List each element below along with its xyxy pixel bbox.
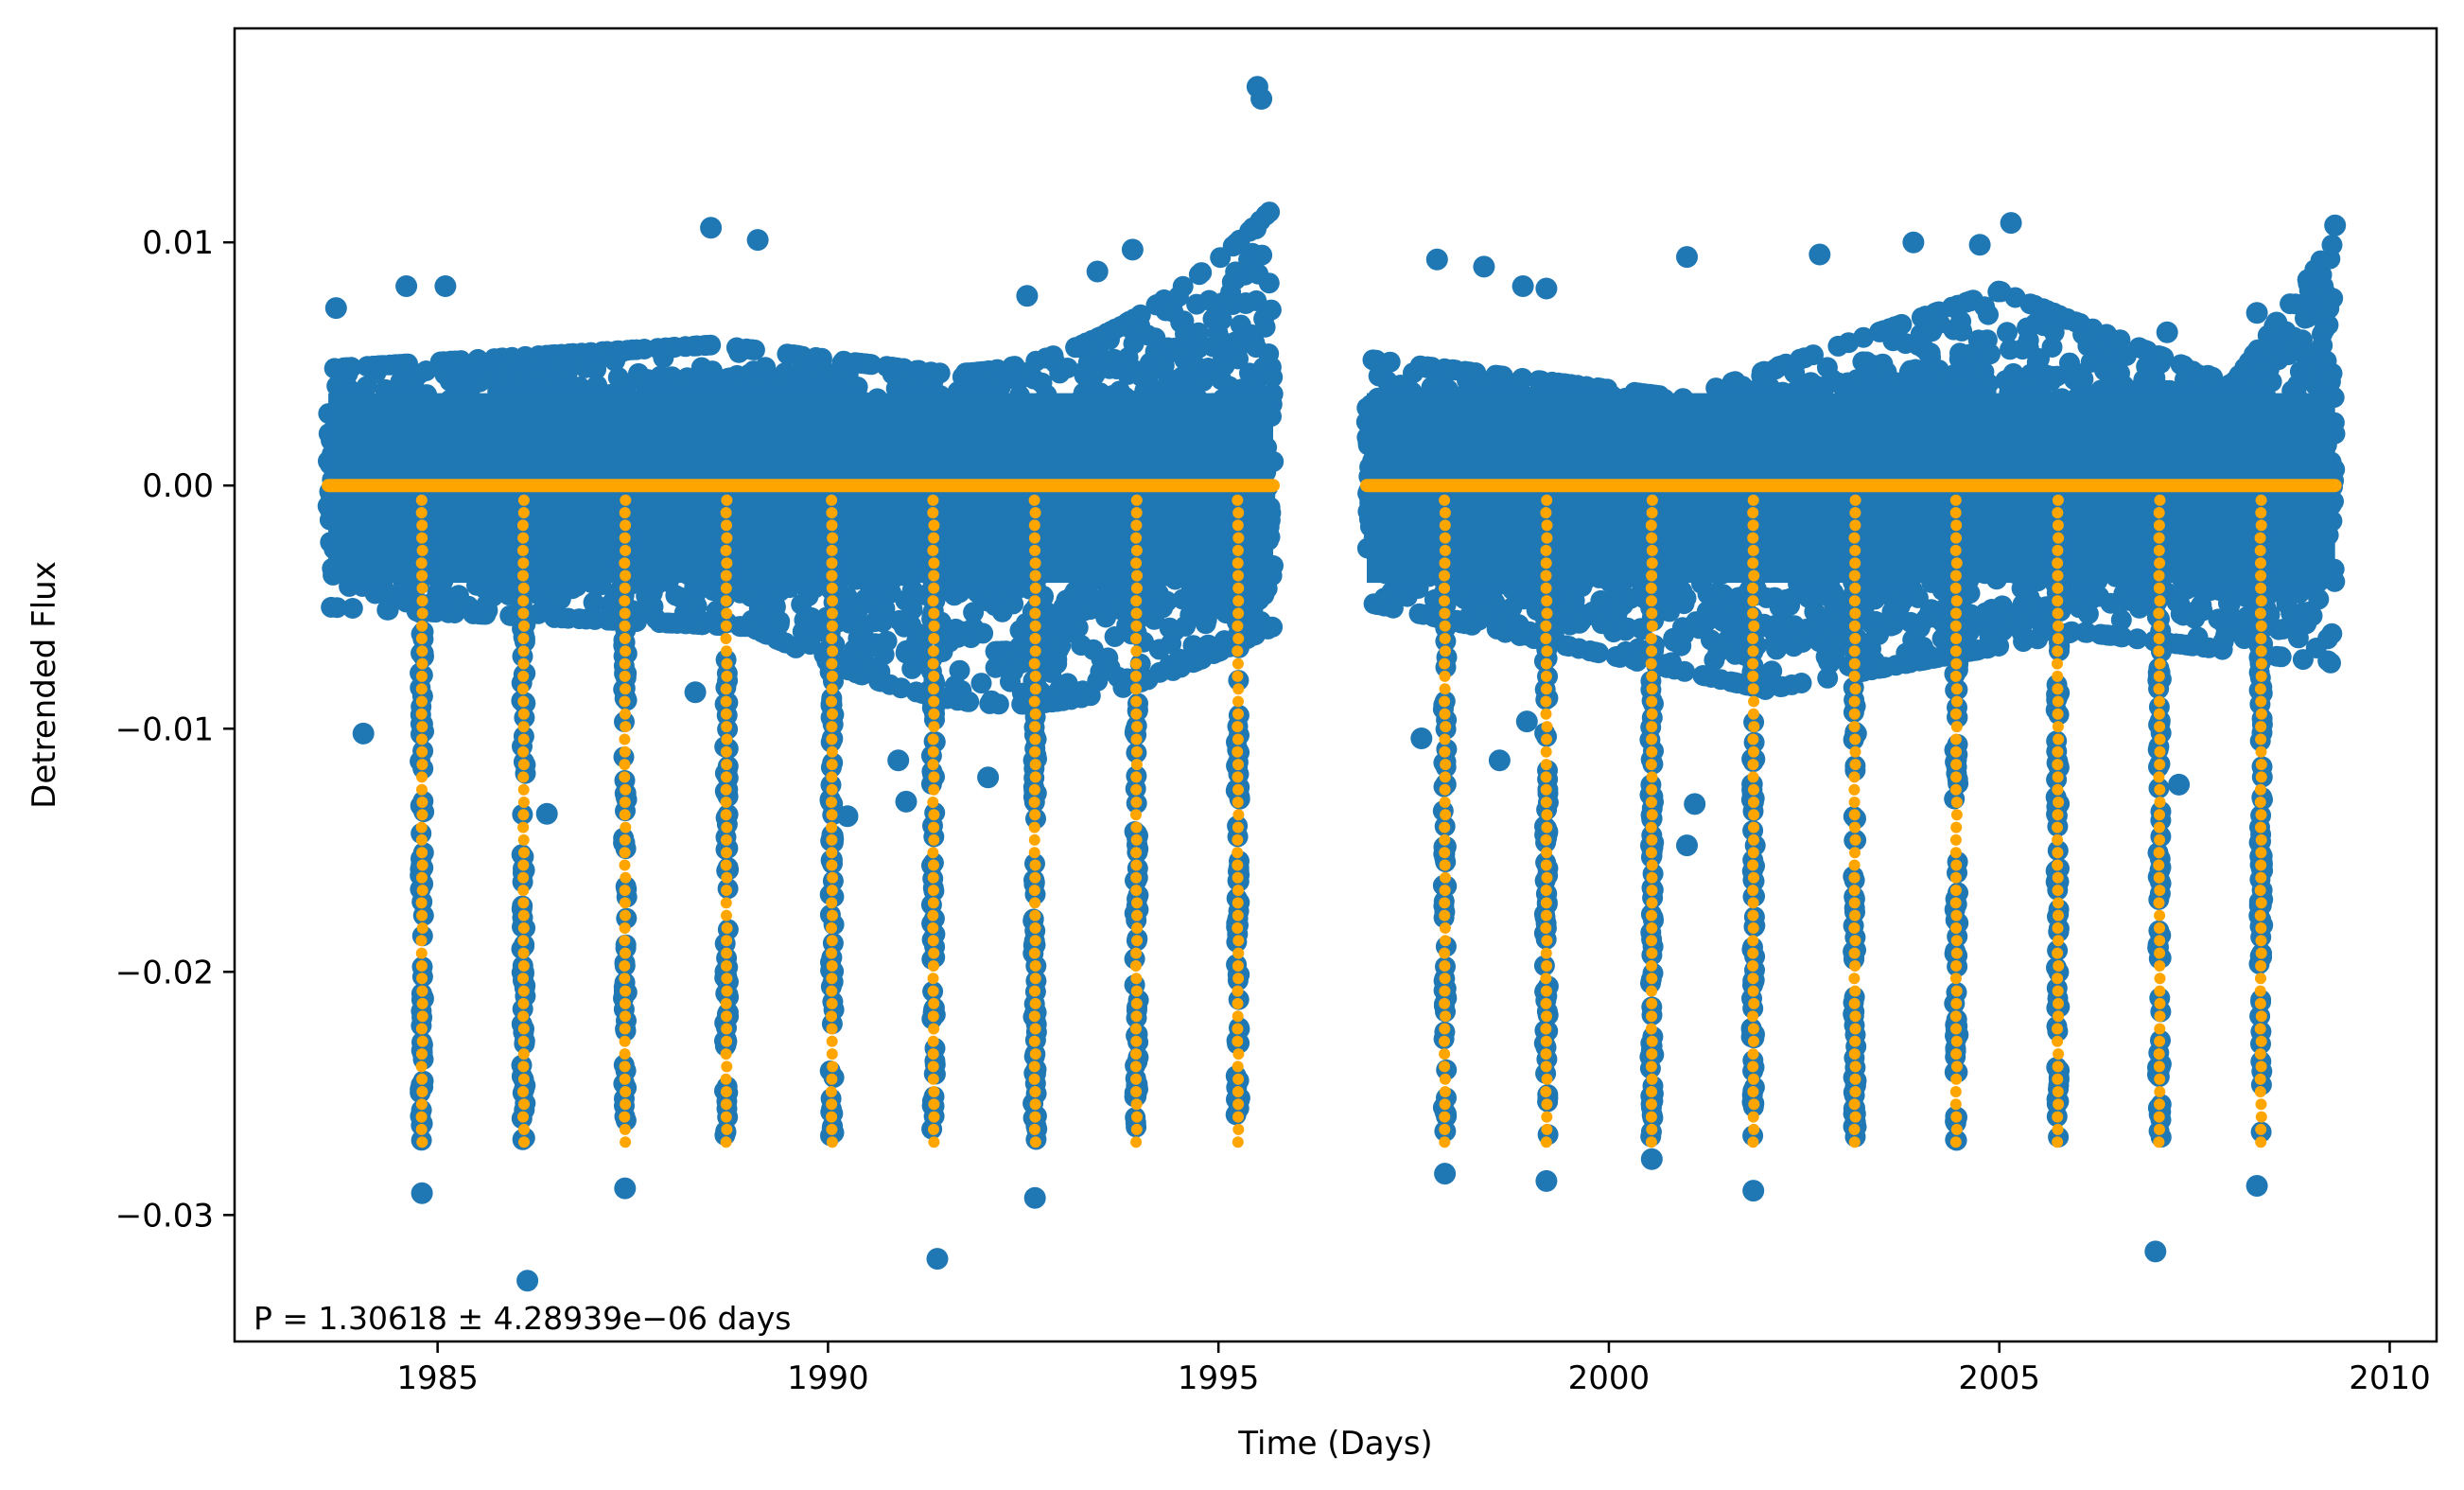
observed-point <box>1588 642 1609 664</box>
observed-point <box>1262 616 1284 638</box>
observed-point <box>583 591 604 613</box>
observed-point <box>958 691 980 712</box>
observed-point <box>700 334 722 356</box>
plot-background <box>235 28 2437 1341</box>
observed-point <box>876 630 898 652</box>
observed-point <box>769 610 791 632</box>
observed-point <box>987 693 1009 715</box>
observed-point <box>1262 366 1284 388</box>
observed-point <box>1674 660 1695 682</box>
observed-point <box>341 357 362 378</box>
observed-point <box>1379 351 1401 373</box>
observed-point <box>1191 262 1213 284</box>
observed-point <box>972 622 994 644</box>
observed-point <box>1251 244 1273 266</box>
observed-point <box>585 359 607 380</box>
observed-point <box>326 597 348 619</box>
observed-point <box>341 598 363 619</box>
observed-point <box>743 339 765 360</box>
observed-point <box>1258 272 1280 294</box>
observed-point <box>949 659 970 681</box>
observed-point <box>1259 202 1281 223</box>
observed-point <box>1675 587 1697 609</box>
observed-point <box>929 362 951 384</box>
observed-point <box>1260 299 1282 321</box>
observed-point <box>970 673 992 694</box>
